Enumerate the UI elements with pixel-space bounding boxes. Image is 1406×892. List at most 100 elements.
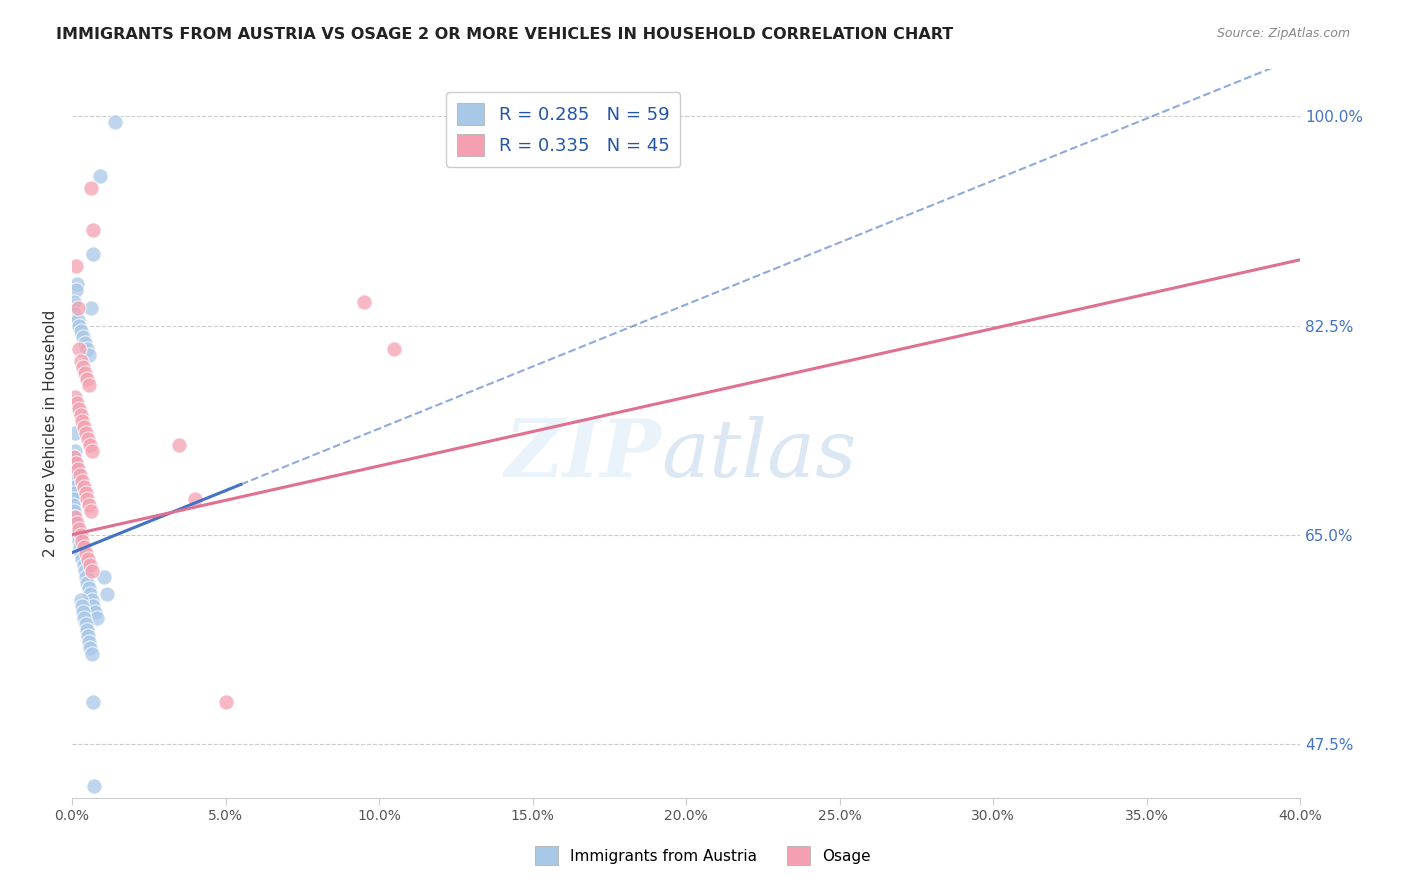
Point: [63, 390, 86, 404]
Point: [63, 504, 86, 518]
Point: [77, 629, 100, 643]
Point: [67, 402, 90, 417]
Point: [79, 438, 101, 452]
Point: [63, 509, 86, 524]
Point: [76, 575, 98, 590]
Point: [72, 551, 94, 566]
Point: [353, 294, 375, 309]
Y-axis label: 2 or more Vehicles in Household: 2 or more Vehicles in Household: [44, 310, 58, 557]
Point: [72, 330, 94, 344]
Point: [62, 498, 84, 512]
Point: [83, 247, 105, 261]
Point: [75, 617, 97, 632]
Point: [73, 558, 96, 572]
Point: [72, 606, 94, 620]
Point: [72, 360, 94, 375]
Text: atlas: atlas: [661, 417, 856, 493]
Point: [77, 378, 100, 392]
Point: [82, 695, 104, 709]
Point: [75, 546, 97, 560]
Point: [104, 115, 127, 129]
Point: [72, 414, 94, 428]
Point: [67, 533, 90, 548]
Point: [66, 467, 89, 482]
Point: [75, 486, 97, 500]
Point: [63, 480, 86, 494]
Point: [382, 343, 405, 357]
Point: [65, 456, 87, 470]
Point: [65, 283, 87, 297]
Point: [63, 516, 86, 530]
Point: [83, 779, 105, 793]
Point: [84, 606, 107, 620]
Point: [70, 354, 93, 368]
Point: [66, 301, 89, 315]
Point: [80, 504, 103, 518]
Point: [77, 498, 100, 512]
Point: [65, 277, 87, 291]
Point: [73, 564, 96, 578]
Point: [69, 593, 91, 607]
Point: [69, 467, 91, 482]
Point: [63, 426, 86, 441]
Point: [70, 599, 93, 614]
Point: [72, 533, 94, 548]
Point: [73, 420, 96, 434]
Point: [63, 509, 86, 524]
Point: [76, 491, 98, 506]
Point: [89, 169, 111, 183]
Point: [69, 325, 91, 339]
Point: [63, 444, 86, 458]
Point: [73, 611, 96, 625]
Point: [67, 462, 90, 476]
Point: [65, 259, 87, 273]
Point: [63, 486, 86, 500]
Point: [63, 474, 86, 488]
Point: [86, 611, 108, 625]
Point: [73, 480, 96, 494]
Point: [83, 599, 105, 614]
Point: [73, 540, 96, 554]
Point: [80, 593, 103, 607]
Legend: R = 0.285   N = 59, R = 0.335   N = 45: R = 0.285 N = 59, R = 0.335 N = 45: [446, 92, 681, 167]
Point: [73, 336, 96, 351]
Point: [77, 348, 100, 362]
Point: [96, 587, 118, 601]
Point: [63, 450, 86, 464]
Point: [76, 343, 98, 357]
Point: [93, 569, 115, 583]
Point: [62, 491, 84, 506]
Point: [80, 647, 103, 661]
Point: [63, 294, 86, 309]
Point: [69, 540, 91, 554]
Text: IMMIGRANTS FROM AUSTRIA VS OSAGE 2 OR MORE VEHICLES IN HOUSEHOLD CORRELATION CHA: IMMIGRANTS FROM AUSTRIA VS OSAGE 2 OR MO…: [56, 27, 953, 42]
Point: [76, 372, 98, 386]
Point: [66, 396, 89, 410]
Point: [169, 438, 191, 452]
Point: [69, 527, 91, 541]
Point: [83, 223, 105, 237]
Point: [67, 522, 90, 536]
Point: [73, 367, 96, 381]
Point: [80, 181, 103, 195]
Point: [80, 301, 103, 315]
Point: [62, 307, 84, 321]
Point: [77, 582, 100, 596]
Point: [66, 312, 89, 326]
Point: [65, 522, 87, 536]
Point: [75, 569, 97, 583]
Point: [65, 462, 87, 476]
Point: [66, 527, 89, 541]
Point: [80, 564, 103, 578]
Point: [67, 318, 90, 333]
Point: [77, 551, 100, 566]
Legend: Immigrants from Austria, Osage: Immigrants from Austria, Osage: [529, 840, 877, 871]
Text: ZIP: ZIP: [505, 417, 661, 493]
Point: [67, 343, 90, 357]
Point: [184, 491, 207, 506]
Point: [69, 408, 91, 422]
Point: [79, 558, 101, 572]
Point: [79, 587, 101, 601]
Point: [70, 474, 93, 488]
Point: [66, 516, 89, 530]
